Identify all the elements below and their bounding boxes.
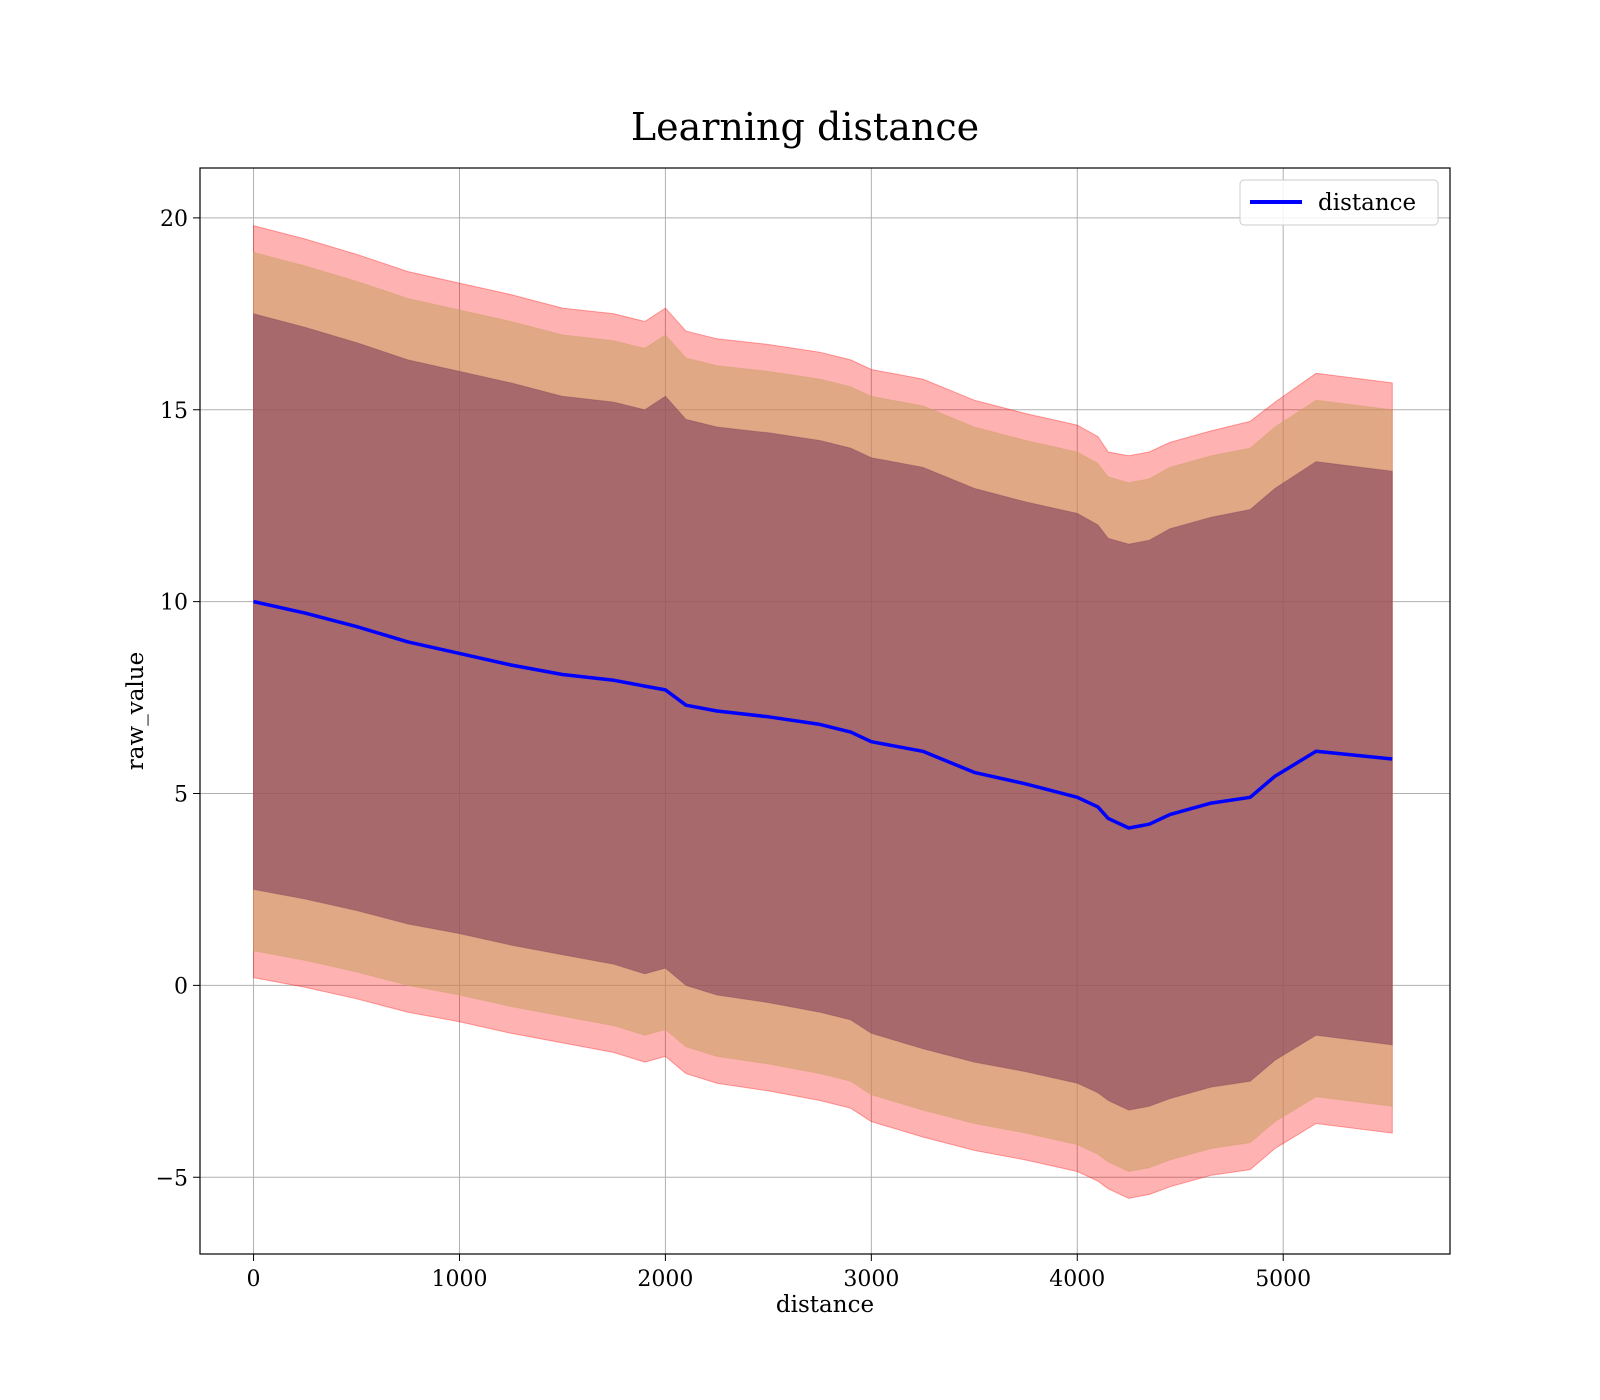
- x-axis-label: distance: [776, 1292, 874, 1318]
- y-tick-label: 5: [174, 783, 188, 808]
- x-axis-ticks: 0 1000 2000 3000 4000 5000: [247, 1254, 1311, 1292]
- y-tick-label: 20: [160, 207, 188, 232]
- x-tick-label: 4000: [1049, 1267, 1105, 1292]
- series-line-distance: [253, 599, 1393, 830]
- y-axis-label: raw_value: [123, 652, 149, 770]
- x-tick-label: 1000: [431, 1267, 487, 1292]
- y-tick-label: 15: [160, 399, 188, 424]
- legend: distance: [1239, 179, 1439, 226]
- band-inner: [253, 313, 1393, 1111]
- series-lines: [253, 599, 1393, 830]
- legend-label-distance: distance: [1318, 190, 1416, 216]
- y-axis-ticks: −5 0 5 10 15 20: [156, 207, 200, 1191]
- x-tick-label: 0: [247, 1267, 261, 1292]
- chart-title: Learning distance: [631, 105, 979, 149]
- plot-frame: [199, 167, 1451, 1255]
- confidence-bands: [253, 224, 1393, 1199]
- legend-box: [1239, 179, 1439, 226]
- y-tick-label: 10: [160, 591, 188, 616]
- y-tick-label: 0: [174, 974, 188, 999]
- x-tick-label: 2000: [637, 1267, 693, 1292]
- x-tick-label: 3000: [843, 1267, 899, 1292]
- y-tick-label: −5: [156, 1166, 188, 1191]
- x-tick-label: 5000: [1255, 1267, 1311, 1292]
